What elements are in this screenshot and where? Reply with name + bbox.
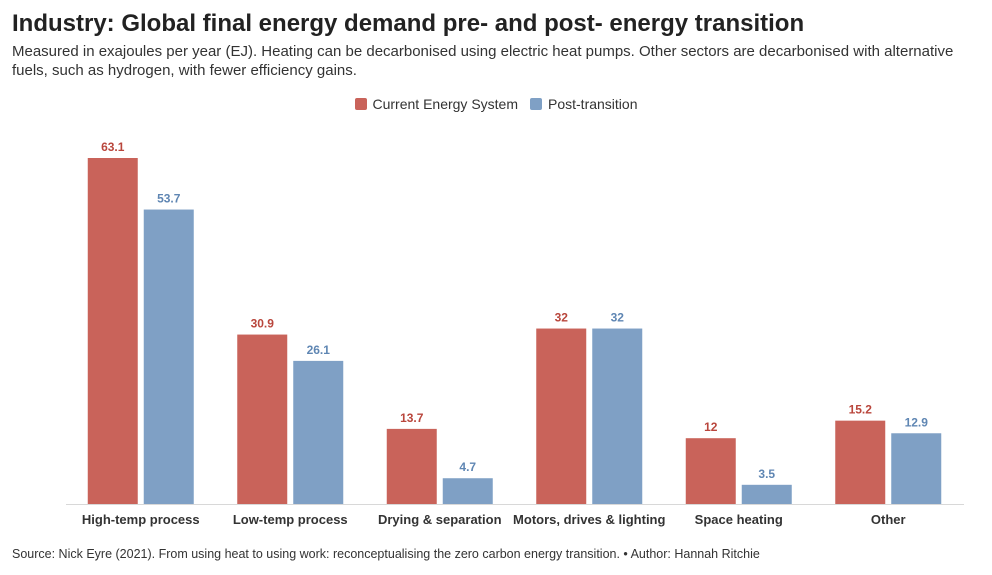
category-label-0: High-temp process <box>82 512 200 527</box>
legend-swatch-current <box>354 98 367 110</box>
bar-current-1[interactable] <box>237 334 288 504</box>
bar-current-4[interactable] <box>685 438 736 504</box>
category-label-5: Other <box>871 512 906 527</box>
data-label-post-1: 26.1 <box>307 343 331 357</box>
data-label-post-2: 4.7 <box>459 460 476 474</box>
legend-label-current: Current Energy System <box>372 96 519 112</box>
bar-post-3[interactable] <box>592 328 643 504</box>
bar-post-0[interactable] <box>143 209 194 504</box>
data-label-current-4: 12 <box>704 420 718 434</box>
bar-current-3[interactable] <box>536 328 587 504</box>
data-label-post-5: 12.9 <box>905 415 929 429</box>
chart-title: Industry: Global final energy demand pre… <box>12 10 805 37</box>
data-label-post-0: 53.7 <box>157 192 181 206</box>
data-label-post-3: 32 <box>611 311 625 325</box>
bar-current-0[interactable] <box>87 158 138 504</box>
data-label-current-2: 13.7 <box>400 411 424 425</box>
data-label-current-0: 63.1 <box>101 140 125 154</box>
legend-swatch-post <box>530 98 542 110</box>
bar-post-4[interactable] <box>741 484 792 504</box>
bar-post-1[interactable] <box>293 360 344 504</box>
bar-current-2[interactable] <box>386 428 437 504</box>
source-note: Source: Nick Eyre (2021). From using hea… <box>12 547 760 561</box>
data-label-current-5: 15.2 <box>849 403 873 417</box>
legend: Current Energy System Post-transition <box>0 96 992 112</box>
data-label-post-4: 3.5 <box>758 467 775 481</box>
data-label-current-3: 32 <box>555 311 569 325</box>
legend-item-current[interactable]: Current Energy System <box>354 96 519 112</box>
bar-post-5[interactable] <box>891 433 942 504</box>
category-label-3: Motors, drives & lighting <box>513 512 665 527</box>
bar-current-5[interactable] <box>835 420 886 504</box>
category-label-4: Space heating <box>695 512 783 527</box>
chart-subtitle: Measured in exajoules per year (EJ). Hea… <box>12 43 954 79</box>
category-label-1: Low-temp process <box>233 512 348 527</box>
legend-item-post[interactable]: Post-transition <box>530 96 637 112</box>
category-label-2: Drying & separation <box>378 512 502 527</box>
legend-label-post: Post-transition <box>548 96 638 112</box>
data-label-current-1: 30.9 <box>251 317 275 331</box>
bar-post-2[interactable] <box>442 478 493 504</box>
